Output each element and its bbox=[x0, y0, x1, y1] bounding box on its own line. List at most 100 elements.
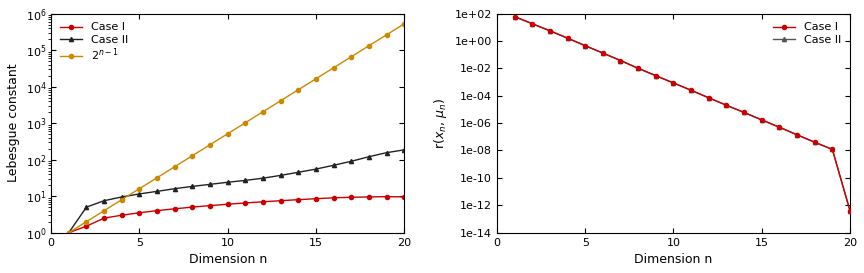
Case II bbox=[757, 118, 767, 121]
Case I bbox=[187, 206, 198, 209]
$2^{n-1}$ bbox=[64, 231, 74, 234]
Case II bbox=[633, 67, 644, 70]
Case II bbox=[311, 167, 321, 171]
Case II bbox=[791, 133, 802, 136]
Case II bbox=[328, 164, 339, 167]
Case I bbox=[328, 196, 339, 200]
Case II bbox=[739, 111, 749, 114]
Case I bbox=[99, 216, 110, 220]
Case I bbox=[845, 209, 855, 212]
Case II bbox=[562, 37, 573, 40]
Case I bbox=[381, 195, 391, 198]
Legend: Case I, Case II: Case I, Case II bbox=[770, 19, 844, 48]
Case II bbox=[668, 81, 678, 85]
Case II bbox=[845, 209, 855, 212]
Case II bbox=[223, 181, 233, 184]
Case II bbox=[64, 231, 74, 234]
Case I bbox=[346, 196, 357, 199]
Case I bbox=[152, 209, 162, 212]
Y-axis label: Lebesgue constant: Lebesgue constant bbox=[7, 64, 20, 182]
Case II bbox=[81, 206, 92, 209]
Case II bbox=[240, 179, 251, 182]
Case I bbox=[134, 211, 144, 214]
Line: Case I: Case I bbox=[67, 195, 406, 235]
$2^{n-1}$ bbox=[328, 66, 339, 69]
Case II bbox=[598, 51, 608, 55]
Case I bbox=[311, 197, 321, 200]
Case II bbox=[205, 183, 215, 186]
Case I bbox=[544, 29, 555, 32]
Case I bbox=[527, 22, 537, 25]
$2^{n-1}$ bbox=[169, 165, 180, 168]
$2^{n-1}$ bbox=[134, 187, 144, 190]
Case I bbox=[791, 133, 802, 136]
Case I bbox=[827, 148, 837, 151]
Case I bbox=[276, 199, 286, 202]
Case II bbox=[527, 22, 537, 25]
Case II bbox=[686, 89, 696, 92]
Case II bbox=[187, 185, 198, 188]
Line: $2^{n-1}$: $2^{n-1}$ bbox=[67, 22, 406, 235]
Case II bbox=[99, 199, 110, 202]
Case II bbox=[117, 195, 127, 198]
Case I bbox=[739, 111, 749, 114]
Legend: Case I, Case II, $2^{n-1}$: Case I, Case II, $2^{n-1}$ bbox=[57, 19, 131, 67]
Case I bbox=[598, 51, 608, 55]
$2^{n-1}$ bbox=[293, 88, 303, 91]
$2^{n-1}$ bbox=[187, 154, 198, 157]
Case II bbox=[293, 171, 303, 174]
Case I bbox=[205, 204, 215, 207]
Case I bbox=[399, 195, 410, 198]
Case II bbox=[721, 104, 732, 107]
Case I bbox=[117, 213, 127, 217]
Case I bbox=[651, 74, 661, 77]
$2^{n-1}$ bbox=[240, 121, 251, 124]
Case II bbox=[134, 192, 144, 195]
Case II bbox=[703, 96, 714, 99]
$2^{n-1}$ bbox=[276, 99, 286, 102]
$2^{n-1}$ bbox=[205, 143, 215, 146]
Case II bbox=[169, 187, 180, 190]
Case II bbox=[580, 44, 590, 47]
Case I bbox=[81, 225, 92, 228]
Line: Case II: Case II bbox=[512, 14, 852, 213]
Case I bbox=[510, 15, 520, 18]
$2^{n-1}$ bbox=[364, 44, 374, 48]
Case II bbox=[615, 59, 626, 62]
Case I bbox=[562, 37, 573, 40]
$2^{n-1}$ bbox=[99, 209, 110, 212]
Case II bbox=[346, 160, 357, 163]
Case I bbox=[668, 81, 678, 85]
$2^{n-1}$ bbox=[117, 198, 127, 201]
Line: Case I: Case I bbox=[512, 14, 852, 213]
Case I bbox=[633, 67, 644, 70]
X-axis label: Dimension n: Dimension n bbox=[634, 253, 713, 266]
Line: Case II: Case II bbox=[67, 148, 406, 235]
$2^{n-1}$ bbox=[81, 220, 92, 223]
Case I bbox=[169, 207, 180, 210]
Case II bbox=[774, 126, 785, 129]
X-axis label: Dimension n: Dimension n bbox=[188, 253, 267, 266]
Case II bbox=[810, 141, 820, 144]
Case I bbox=[364, 195, 374, 198]
$2^{n-1}$ bbox=[311, 77, 321, 80]
Case II bbox=[544, 29, 555, 32]
$2^{n-1}$ bbox=[346, 55, 357, 58]
Case II bbox=[276, 174, 286, 177]
Case I bbox=[615, 59, 626, 62]
Case I bbox=[223, 203, 233, 206]
Case I bbox=[240, 201, 251, 204]
Case I bbox=[257, 200, 268, 203]
Case II bbox=[399, 148, 410, 152]
Case I bbox=[686, 89, 696, 92]
Case I bbox=[64, 231, 74, 234]
Case II bbox=[364, 155, 374, 158]
Case II bbox=[827, 148, 837, 151]
$2^{n-1}$ bbox=[257, 110, 268, 113]
Case II bbox=[510, 15, 520, 18]
Y-axis label: r($x_n$, $\mu_n$): r($x_n$, $\mu_n$) bbox=[432, 98, 449, 149]
Case I bbox=[774, 126, 785, 129]
Case I bbox=[703, 96, 714, 99]
Case I bbox=[757, 118, 767, 121]
Case I bbox=[293, 198, 303, 201]
